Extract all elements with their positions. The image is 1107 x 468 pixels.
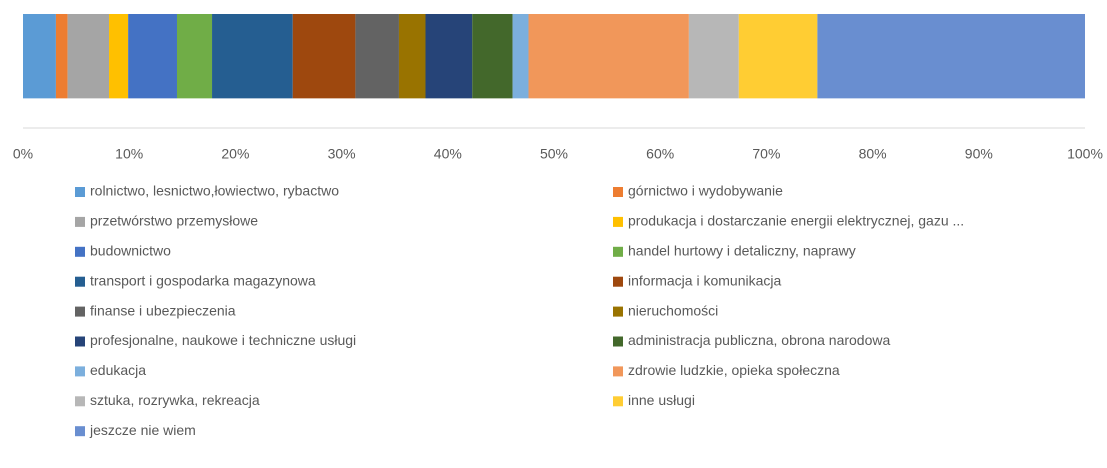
bar-segment [425,14,473,99]
legend-label: jeszcze nie wiem [89,422,196,438]
legend-label: inne usługi [628,392,695,408]
legend-swatch [75,276,85,287]
legend-swatch [613,276,623,287]
legend-label: administracja publiczna, obrona narodowa [628,332,890,348]
legend-swatch [75,216,85,227]
x-tick-label: 90% [965,146,993,162]
bar-segment [472,14,513,99]
legend-label: handel hurtowy i detaliczny, naprawy [628,243,856,259]
bar-segment [55,14,68,99]
legend-swatch [75,306,85,317]
x-tick-label: 80% [859,146,887,162]
x-tick-label: 0% [13,146,33,162]
legend-label: edukacja [90,362,146,378]
legend-swatch [613,216,623,227]
legend-label: sztuka, rozrywka, rekreacja [90,392,260,408]
bar-segment [23,14,56,99]
legend-swatch [613,366,623,377]
bar-segment [817,14,1085,99]
x-tick-label: 30% [328,146,356,162]
x-tick-label: 20% [221,146,249,162]
legend-label: informacja i komunikacja [628,272,781,288]
legend-label: transport i gospodarka magazynowa [90,272,316,288]
legend-label: budownictwo [90,243,171,259]
bar-segment [109,14,129,99]
legend-label: górnictwo i wydobywanie [628,183,783,199]
x-tick-label: 100% [1067,146,1103,162]
bar-segment [212,14,293,99]
legend-swatch [613,396,623,407]
bar-segment [128,14,177,99]
legend-swatch [75,336,85,347]
legend-label: zdrowie ludzkie, opieka społeczna [628,362,840,378]
legend-label: finanse i ubezpieczenia [90,302,236,318]
x-tick-label: 70% [752,146,780,162]
legend-label: profesjonalne, naukowe i techniczne usłu… [90,332,356,348]
bar-segment [738,14,818,99]
legend-swatch [75,396,85,407]
legend-swatch [75,187,85,197]
bar-segment [355,14,399,99]
x-tick-label: 50% [540,146,568,162]
legend-swatch [613,306,623,317]
bar-segment [292,14,356,99]
legend-swatch [75,366,85,377]
x-tick-label: 60% [646,146,674,162]
legend-label: rolnictwo, lesnictwo,łowiectwo, rybactwo [90,183,339,199]
bar-segment [528,14,689,99]
x-tick-label: 40% [434,146,462,162]
x-tick-label: 10% [115,146,143,162]
legend-label: przetwórstwo przemysłowe [90,213,258,229]
legend-label: nieruchomości [628,302,718,318]
legend-label: produkacja i dostarczanie energii elektr… [628,213,964,229]
bar-segment [398,14,426,99]
bar-segment [176,14,213,99]
legend-swatch [613,246,623,257]
legend-swatch [75,246,85,257]
bar-segment [512,14,529,99]
legend-swatch [613,336,623,347]
bar-segment [688,14,739,99]
bar-segment [67,14,110,99]
legend-swatch [75,426,85,437]
legend-swatch [613,187,623,197]
